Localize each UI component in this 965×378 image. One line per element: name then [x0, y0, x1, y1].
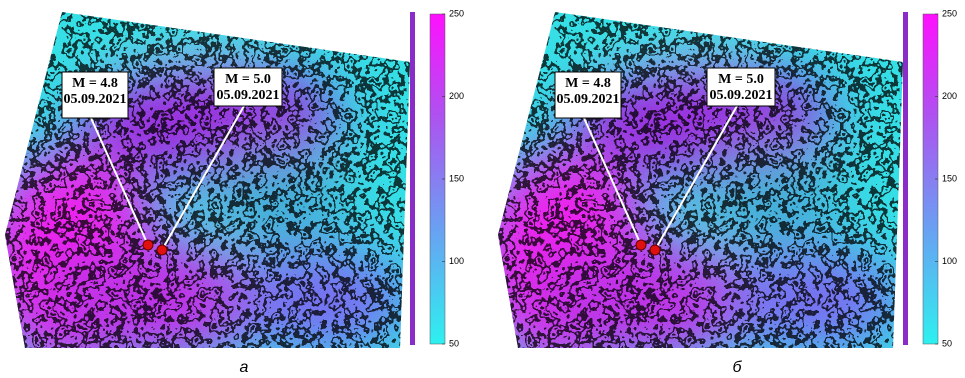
panel-label: а	[240, 359, 249, 376]
epicenter	[157, 245, 167, 255]
colorbar-tick-label: 200	[449, 91, 464, 101]
colorbar-tick-label: 150	[449, 173, 464, 183]
magnitude-label: M = 4.8	[72, 76, 118, 91]
map-contours	[0, 0, 420, 360]
side-strip	[903, 12, 908, 345]
epicenter	[650, 245, 660, 255]
colorbar-tick-label: 150	[942, 173, 957, 183]
date-label: 05.09.2021	[64, 92, 127, 107]
map-contours	[493, 0, 913, 360]
date-label: 05.09.2021	[557, 92, 620, 107]
epicenter	[143, 240, 153, 250]
side-strip	[410, 12, 415, 345]
figure: 50100150200250M = 4.805.09.2021M = 5.005…	[0, 0, 965, 378]
colorbar-tick-label: 50	[942, 338, 952, 348]
colorbar-tick-label: 100	[449, 256, 464, 266]
epicenter	[636, 240, 646, 250]
colorbar-tick-label: 250	[449, 8, 464, 18]
colorbar-tick-label: 250	[942, 8, 957, 18]
magnitude-label: M = 4.8	[565, 76, 611, 91]
magnitude-label: M = 5.0	[718, 72, 764, 87]
colorbar-tick-label: 50	[449, 338, 459, 348]
colorbar-tick-label: 100	[942, 256, 957, 266]
magnitude-label: M = 5.0	[225, 72, 271, 87]
colorbar-tick-label: 200	[942, 91, 957, 101]
panel-label: б	[733, 359, 743, 376]
date-label: 05.09.2021	[217, 88, 280, 103]
map-image	[0, 0, 420, 370]
date-label: 05.09.2021	[710, 88, 773, 103]
